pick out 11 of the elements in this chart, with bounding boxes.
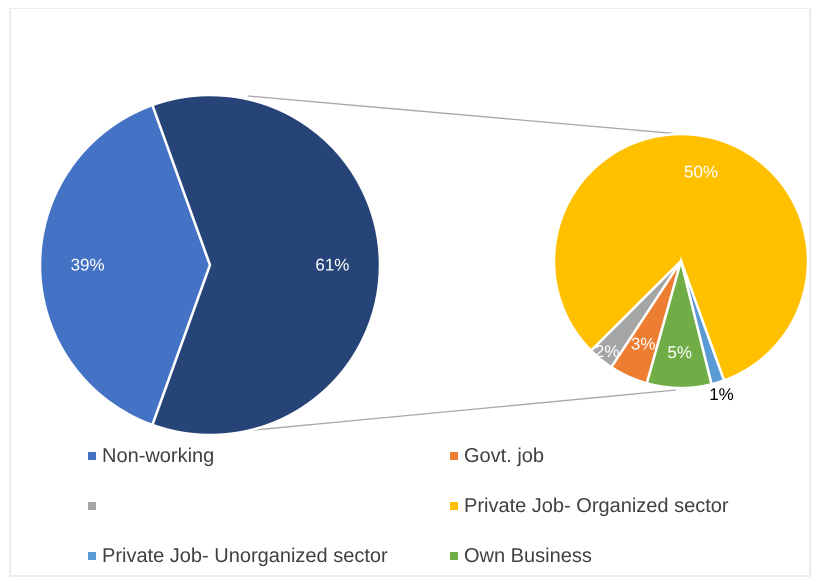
data-label: 1% (709, 385, 734, 404)
legend-label: Private Job- Unorganized sector (102, 545, 388, 567)
legend-label: Private Job- Organized sector (464, 495, 729, 517)
legend-label: Non-working (102, 445, 214, 467)
data-label: 61% (315, 256, 350, 274)
data-label: 50% (684, 162, 718, 182)
data-label: 5% (667, 342, 692, 362)
legend-label: Govt. job (464, 445, 544, 467)
data-label: 39% (70, 256, 105, 274)
data-label: 3% (630, 334, 656, 354)
legend-label: Own Business (464, 545, 592, 567)
